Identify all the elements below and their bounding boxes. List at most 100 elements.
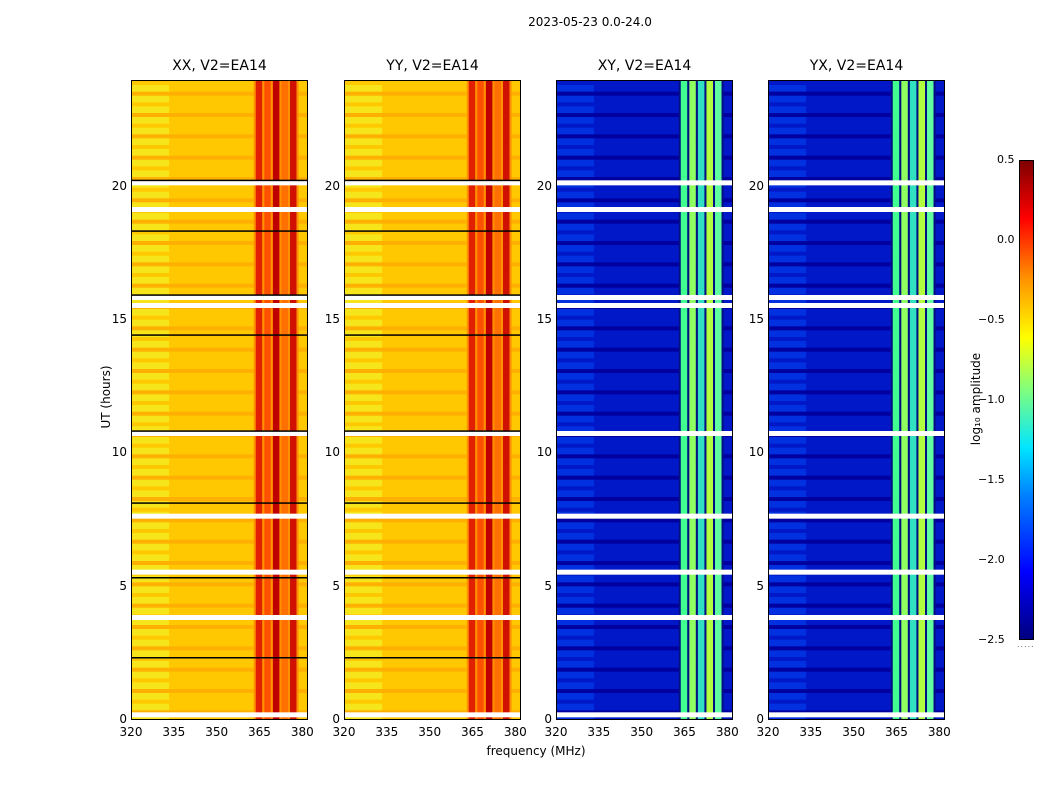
heatmap-row xyxy=(345,518,520,523)
heatmap-row xyxy=(345,657,520,661)
heatmap-row xyxy=(345,465,520,469)
heatmap-row xyxy=(132,219,307,224)
flag-line xyxy=(345,179,520,182)
y-tick-label: 5 xyxy=(332,578,340,593)
heatmap-row xyxy=(345,166,520,171)
heatmap-row xyxy=(345,529,520,533)
rfi-band-column xyxy=(502,81,510,719)
flag-gap xyxy=(557,712,732,718)
heatmap-row xyxy=(345,603,520,608)
y-tick-label: 20 xyxy=(748,178,764,193)
x-tick-label: 365 xyxy=(461,725,484,739)
heatmap-row xyxy=(769,497,944,501)
heatmap-row xyxy=(345,241,520,245)
flag-line xyxy=(345,294,520,296)
heatmap-row xyxy=(345,678,520,683)
rfi-band-column xyxy=(263,81,271,719)
figure-title: 2023-05-23 0.0-24.0 xyxy=(528,15,652,29)
heatmap-row xyxy=(769,561,944,565)
heatmap-row xyxy=(557,134,732,139)
heatmap-yx xyxy=(769,81,944,719)
heatmap-row xyxy=(557,411,732,416)
heatmap-row xyxy=(557,251,732,256)
y-tick-label: 10 xyxy=(536,445,552,460)
flag-line xyxy=(132,334,307,336)
y-tick-label: 0 xyxy=(332,712,340,726)
heatmap-panel-xx xyxy=(131,80,308,720)
flag-line xyxy=(132,502,307,504)
heatmap-row xyxy=(769,81,944,85)
heatmap-row xyxy=(132,102,307,107)
x-tick-label: 335 xyxy=(799,725,823,739)
rfi-band-divider xyxy=(907,81,910,719)
heatmap-row xyxy=(557,187,732,192)
heatmap-row xyxy=(557,539,732,544)
colorbar-tick-label: −1.0 xyxy=(978,393,1005,406)
heatmap-row xyxy=(769,315,944,320)
heatmap-row xyxy=(557,561,732,565)
rfi-band-column xyxy=(908,81,917,719)
flag-line xyxy=(345,430,520,432)
panel-title-yx: YX, V2=EA14 xyxy=(809,58,904,74)
flag-gap xyxy=(345,569,520,575)
heatmap-row xyxy=(557,497,732,501)
heatmap-row xyxy=(132,177,307,181)
flag-line xyxy=(132,179,307,182)
heatmap-row xyxy=(345,155,520,160)
heatmap-row xyxy=(345,550,520,555)
y-tick-label: 0 xyxy=(756,712,764,726)
heatmap-row xyxy=(132,401,307,405)
heatmap-row xyxy=(345,379,520,384)
heatmap-row xyxy=(557,454,732,459)
heatmap-row xyxy=(345,507,520,512)
heatmap-row xyxy=(132,145,307,149)
heatmap-row xyxy=(345,411,520,416)
heatmap-row xyxy=(132,582,307,587)
heatmap-row xyxy=(132,603,307,608)
heatmap-row xyxy=(557,518,732,523)
flag-gap xyxy=(769,303,944,308)
x-tick-label: 380 xyxy=(927,725,951,739)
heatmap-row xyxy=(132,518,307,523)
flag-gap xyxy=(557,513,732,519)
flag-gap xyxy=(769,513,944,519)
heatmap-row xyxy=(345,689,520,693)
rfi-band-divider xyxy=(713,81,716,719)
flag-gap xyxy=(557,615,732,620)
colorbar-tick-label: −1.5 xyxy=(978,473,1005,486)
flag-gap xyxy=(132,712,307,718)
rfi-band-column xyxy=(705,81,714,719)
x-tick-label: 335 xyxy=(375,725,399,739)
y-tick-label: 15 xyxy=(324,312,340,326)
y-tick-label: 20 xyxy=(324,178,340,193)
heatmap-row xyxy=(769,529,944,533)
rfi-band-divider xyxy=(721,81,724,719)
y-tick-label: 15 xyxy=(536,312,552,326)
heatmap-row xyxy=(557,401,732,405)
heatmap-row xyxy=(769,177,944,181)
heatmap-row xyxy=(132,699,307,704)
heatmap-row xyxy=(557,475,732,480)
heatmap-row xyxy=(132,241,307,245)
heatmap-left-region xyxy=(132,81,170,719)
flag-gap xyxy=(132,513,307,519)
flag-gap xyxy=(769,180,944,186)
heatmap-row xyxy=(132,465,307,469)
heatmap-row xyxy=(557,326,732,331)
heatmap-row xyxy=(345,454,520,459)
heatmap-row xyxy=(557,113,732,117)
x-tick-label: 365 xyxy=(248,725,271,739)
heatmap-row xyxy=(132,689,307,693)
heatmap-row xyxy=(769,550,944,555)
x-tick-label: 365 xyxy=(885,725,908,739)
rfi-band-column xyxy=(289,81,297,719)
heatmap-row xyxy=(769,91,944,96)
heatmap-row xyxy=(557,678,732,683)
rfi-band-column xyxy=(917,81,926,719)
colorbar-tick-label: 0.0 xyxy=(997,233,1015,246)
heatmap-row xyxy=(132,678,307,683)
rfi-band-column xyxy=(900,81,908,719)
y-tick-label: 10 xyxy=(324,445,340,460)
heatmap-row xyxy=(345,497,520,501)
rfi-band-divider xyxy=(262,81,265,719)
